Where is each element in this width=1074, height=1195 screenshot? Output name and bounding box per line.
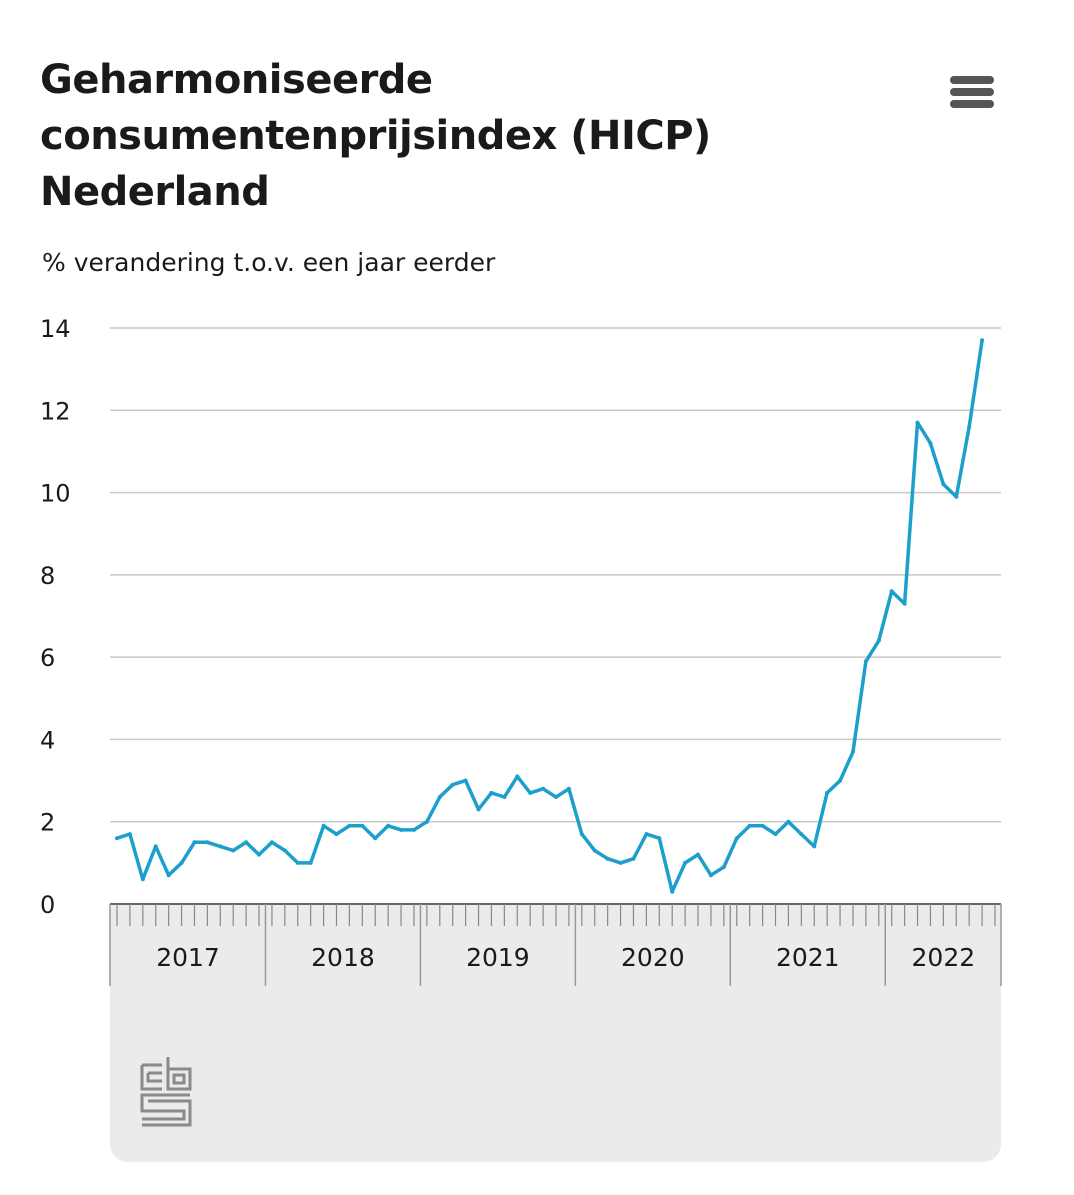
- data-point-26: [450, 782, 455, 787]
- data-point-63: [928, 441, 933, 446]
- data-point-32: [528, 790, 533, 795]
- data-point-23: [412, 827, 416, 832]
- data-point-42: [657, 836, 662, 841]
- menu-bar-top: [950, 76, 994, 84]
- data-point-9: [231, 848, 236, 853]
- series-group: [116, 340, 984, 894]
- data-point-17: [334, 832, 339, 837]
- y-tick-label-10: 10: [40, 480, 71, 508]
- series-line: [116, 340, 984, 894]
- data-point-33: [541, 786, 546, 791]
- data-point-24: [424, 819, 429, 824]
- x-year-label-2021: 2021: [776, 943, 840, 972]
- chart-title: Geharmoniseerde consumentenprijsindex (H…: [40, 57, 711, 215]
- data-point-4: [166, 873, 171, 878]
- menu-bar-bottom: [950, 100, 994, 108]
- x-year-label-2017: 2017: [156, 943, 220, 972]
- data-point-54: [812, 844, 817, 849]
- data-point-34: [554, 795, 558, 799]
- data-point-50: [760, 823, 765, 828]
- x-year-label-2022: 2022: [912, 943, 976, 972]
- data-point-27: [463, 778, 468, 783]
- data-point-20: [373, 836, 378, 841]
- data-point-36: [579, 832, 584, 837]
- data-point-6: [192, 840, 197, 845]
- data-point-57: [851, 749, 855, 754]
- hamburger-menu-icon[interactable]: [944, 70, 1000, 114]
- data-point-37: [592, 848, 597, 853]
- data-point-16: [321, 823, 326, 828]
- y-axis-tick-labels: 0 2 4 6 8 10 12 14: [40, 315, 71, 919]
- data-point-45: [696, 852, 700, 857]
- y-tick-label-2: 2: [40, 809, 55, 837]
- data-point-61: [902, 601, 907, 606]
- data-point-67: [980, 338, 985, 343]
- data-point-66: [967, 424, 972, 429]
- data-point-18: [347, 823, 352, 828]
- data-point-64: [941, 482, 946, 487]
- data-point-15: [308, 860, 313, 865]
- data-points: [115, 338, 985, 894]
- data-point-30: [502, 795, 507, 799]
- chart-subtitle: % verandering t.o.v. een jaar eerder: [42, 248, 496, 277]
- data-point-31: [515, 774, 520, 779]
- data-point-38: [605, 856, 610, 861]
- data-point-21: [386, 823, 391, 828]
- y-tick-label-14: 14: [40, 315, 71, 343]
- data-point-40: [631, 856, 636, 861]
- data-point-0: [115, 836, 119, 841]
- data-point-1: [127, 832, 132, 837]
- data-point-53: [799, 832, 804, 837]
- data-point-48: [734, 836, 739, 841]
- data-point-46: [708, 873, 713, 878]
- data-point-5: [179, 860, 184, 865]
- x-axis: 2017 2018 2019 2020 2021 2022: [109, 903, 1002, 986]
- data-point-39: [618, 860, 623, 865]
- x-year-label-2019: 2019: [466, 943, 530, 972]
- data-point-65: [954, 494, 959, 499]
- data-point-58: [863, 659, 868, 664]
- data-point-28: [476, 807, 481, 812]
- data-point-43: [670, 889, 675, 894]
- data-point-29: [489, 790, 494, 795]
- data-point-56: [838, 778, 843, 783]
- y-tick-label-8: 8: [40, 562, 55, 590]
- data-point-25: [437, 795, 442, 799]
- menu-bar-middle: [950, 88, 994, 96]
- data-point-7: [205, 840, 210, 845]
- data-point-19: [360, 823, 365, 828]
- data-point-2: [140, 877, 145, 882]
- data-point-47: [721, 865, 726, 869]
- data-point-35: [566, 786, 571, 791]
- y-tick-label-0: 0: [40, 891, 55, 919]
- data-point-60: [889, 589, 894, 594]
- data-point-11: [257, 852, 261, 857]
- data-point-8: [218, 844, 223, 849]
- x-year-label-2018: 2018: [311, 943, 375, 972]
- data-point-12: [269, 840, 274, 845]
- data-point-41: [644, 832, 649, 837]
- data-point-3: [153, 844, 158, 849]
- cbs-logo: [140, 1057, 192, 1127]
- y-tick-label-12: 12: [40, 397, 71, 425]
- data-point-10: [244, 840, 249, 845]
- chart-footer-panel: [110, 985, 1001, 1162]
- x-year-label-2020: 2020: [621, 943, 685, 972]
- data-point-13: [282, 848, 287, 853]
- data-point-44: [683, 860, 688, 865]
- data-point-59: [876, 638, 881, 643]
- data-point-62: [915, 420, 920, 425]
- data-point-51: [773, 832, 778, 837]
- y-tick-label-4: 4: [40, 726, 55, 754]
- grid-lines: [110, 327, 1001, 823]
- data-point-49: [747, 823, 752, 828]
- data-point-55: [825, 790, 830, 795]
- data-point-22: [399, 827, 404, 832]
- data-point-14: [295, 860, 300, 865]
- data-point-52: [786, 819, 791, 824]
- y-tick-label-6: 6: [40, 644, 55, 672]
